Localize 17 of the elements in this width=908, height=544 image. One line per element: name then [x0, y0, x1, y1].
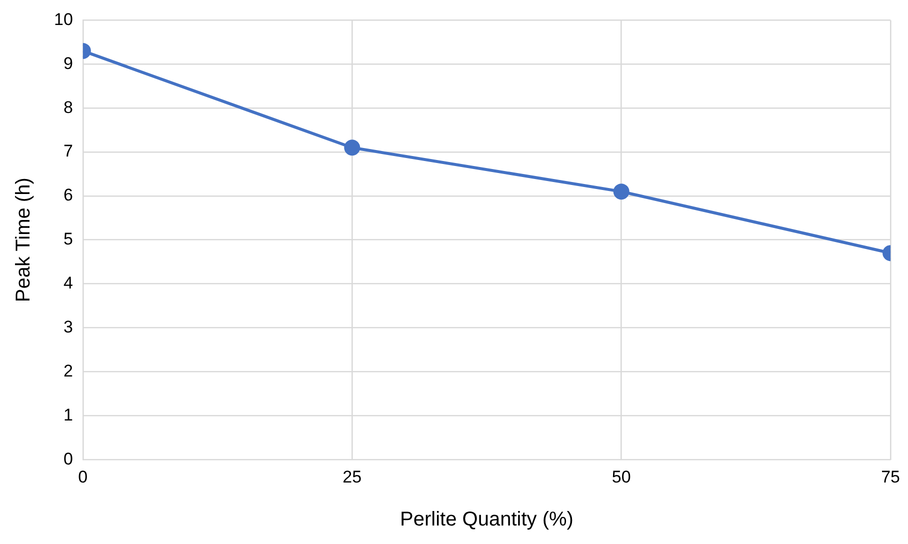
y-tick-label: 6 [63, 186, 73, 205]
y-tick-label: 4 [63, 274, 73, 293]
y-tick-label: 10 [54, 10, 73, 29]
x-tick-label: 0 [78, 467, 88, 486]
x-tick-label: 75 [881, 467, 900, 486]
y-tick-label: 7 [63, 142, 73, 161]
y-tick-label: 5 [63, 230, 73, 249]
x-tick-label: 50 [612, 467, 631, 486]
y-tick-label: 2 [63, 361, 73, 380]
x-tick-label: 25 [342, 467, 362, 486]
y-axis-title: Peak Time (h) [12, 178, 35, 302]
y-tick-label: 0 [63, 449, 73, 468]
y-tick-label: 1 [63, 405, 73, 424]
y-tick-label: 9 [63, 54, 73, 73]
x-axis-title: Perlite Quantity (%) [400, 508, 574, 531]
y-tick-label: 3 [63, 317, 73, 336]
y-tick-label: 8 [63, 98, 73, 117]
